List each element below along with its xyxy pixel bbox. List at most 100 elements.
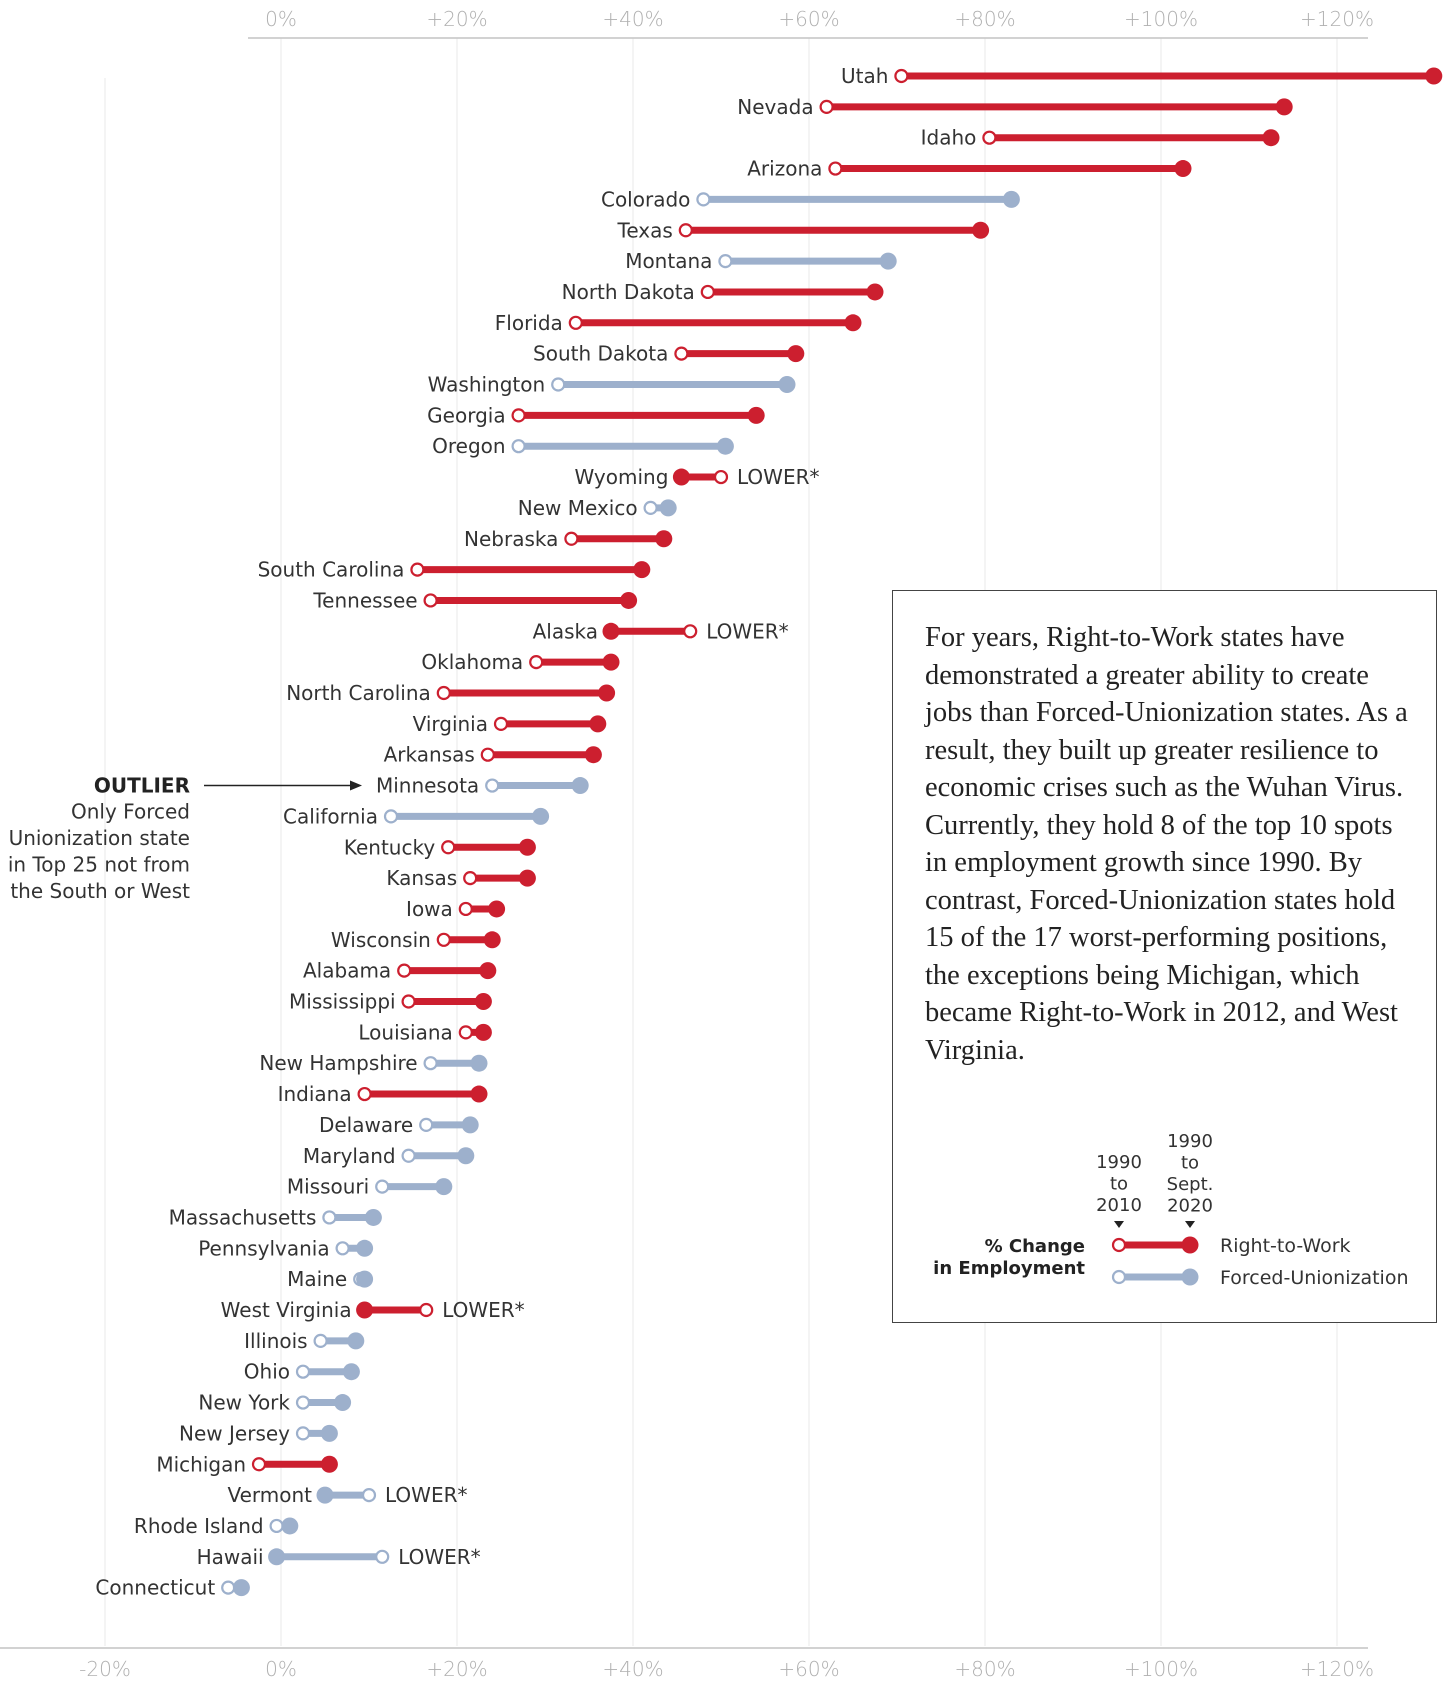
state-label: Michigan (156, 1452, 246, 1476)
marker-1990-2010 (713, 469, 729, 485)
state-label: Georgia (427, 403, 505, 427)
marker-1990-2010 (295, 1426, 311, 1441)
state-label: Massachusetts (169, 1205, 317, 1229)
marker-1990-2010 (683, 624, 698, 639)
bottom-tick-label: +120% (1300, 1657, 1374, 1681)
state-label: Louisiana (358, 1020, 452, 1044)
legend-fu-label: Forced-Unionization (1220, 1267, 1409, 1289)
marker-1990-2020 (461, 1116, 479, 1134)
state-row: Michigan (156, 1452, 338, 1476)
legend-col2-label: 1990 (1167, 1131, 1213, 1152)
marker-1990-2010 (568, 315, 583, 330)
state-label: Mississippi (289, 990, 396, 1014)
state-label: Minnesota (376, 774, 479, 798)
state-row: Alabama (303, 959, 497, 983)
state-label: Maine (287, 1267, 347, 1291)
state-label: New York (198, 1391, 290, 1415)
state-row: Colorado (601, 187, 1020, 211)
state-label: Delaware (319, 1113, 413, 1137)
legend-title: in Employment (933, 1258, 1085, 1279)
marker-1990-2010 (322, 1210, 337, 1225)
bottom-tick-label: +60% (778, 1657, 839, 1681)
marker-1990-2020 (659, 499, 677, 517)
marker-1990-2010 (397, 963, 412, 978)
marker-1990-2020 (483, 931, 501, 949)
state-row: New Jersey (179, 1421, 338, 1445)
legend-fu-open-marker (1111, 1269, 1127, 1285)
state-label: Washington (428, 373, 546, 397)
state-row: Utah (841, 64, 1443, 88)
marker-1990-2010 (828, 161, 843, 176)
marker-1990-2020 (598, 684, 616, 702)
state-label: Hawaii (197, 1545, 264, 1569)
state-label: Vermont (227, 1483, 312, 1507)
marker-1990-2020 (602, 653, 620, 671)
marker-1990-2010 (894, 68, 909, 84)
state-label: Wyoming (574, 465, 668, 489)
marker-1990-2010 (401, 1148, 416, 1163)
chart-marks: Utah Nevada Idaho Arizona Colorado Texas Monta… (95, 64, 1443, 1600)
state-row: Pennsylvania (198, 1236, 374, 1260)
state-row: Wyoming LOWER* (574, 465, 819, 489)
marker-1990-2020 (620, 591, 638, 609)
marker-1990-2020 (435, 1178, 453, 1196)
state-row: Kansas (386, 866, 536, 890)
state-row: Georgia (427, 403, 765, 427)
marker-1990-2020 (866, 283, 884, 301)
state-row: Nebraska (464, 527, 673, 551)
state-label: West Virginia (221, 1298, 352, 1322)
state-label: Oklahoma (421, 650, 523, 674)
marker-1990-2010 (551, 377, 566, 392)
marker-1990-2020 (571, 777, 589, 795)
bottom-tick-label: -20% (79, 1657, 131, 1681)
marker-1990-2010 (493, 716, 509, 731)
marker-1990-2010 (375, 1179, 390, 1194)
marker-1990-2020 (316, 1486, 334, 1504)
state-row: Maine (287, 1267, 374, 1291)
marker-1990-2010 (441, 840, 456, 855)
state-row: Illinois (244, 1329, 365, 1353)
bottom-tick-label: +100% (1124, 1657, 1198, 1681)
marker-1990-2020 (584, 746, 602, 764)
state-row: Arizona (747, 157, 1192, 181)
top-tick-label: +80% (954, 7, 1015, 31)
top-tick-label: +120% (1300, 7, 1374, 31)
marker-1990-2010 (436, 685, 451, 701)
marker-1990-2010 (357, 1086, 372, 1102)
outlier-text: in Top 25 not from (8, 853, 190, 877)
marker-1990-2020 (281, 1517, 299, 1535)
state-label: Ohio (244, 1360, 290, 1384)
marker-1990-2020 (844, 314, 862, 332)
state-row: Louisiana (358, 1020, 492, 1044)
marker-1990-2020 (672, 468, 690, 486)
state-row: Kentucky (344, 835, 536, 859)
state-label: Rhode Island (134, 1514, 264, 1538)
marker-1990-2010 (700, 284, 715, 300)
state-row: Wisconsin (331, 928, 501, 952)
marker-1990-2010 (511, 408, 526, 423)
marker-1990-2020 (320, 1424, 338, 1442)
marker-1990-2010 (696, 192, 711, 207)
marker-1990-2010 (335, 1241, 350, 1256)
marker-1990-2020 (334, 1394, 352, 1412)
state-row: North Carolina (286, 681, 616, 705)
marker-1990-2020 (532, 807, 550, 825)
marker-1990-2010 (436, 932, 451, 947)
marker-1990-2020 (1262, 129, 1280, 147)
lower-note: LOWER* (737, 465, 819, 489)
marker-1990-2020 (356, 1301, 374, 1319)
marker-1990-2020 (474, 993, 492, 1010)
marker-1990-2010 (423, 1056, 438, 1071)
marker-1990-2020 (747, 406, 765, 424)
marker-1990-2020 (364, 1208, 382, 1226)
state-label: Florida (495, 311, 563, 335)
marker-1990-2010 (410, 562, 425, 577)
state-row: Oklahoma (421, 650, 620, 674)
state-label: Tennessee (312, 588, 417, 612)
legend-col1-label: 1990 (1096, 1152, 1142, 1173)
state-label: Texas (617, 218, 673, 242)
marker-1990-2020 (778, 376, 796, 393)
state-row: New Mexico (518, 496, 677, 520)
